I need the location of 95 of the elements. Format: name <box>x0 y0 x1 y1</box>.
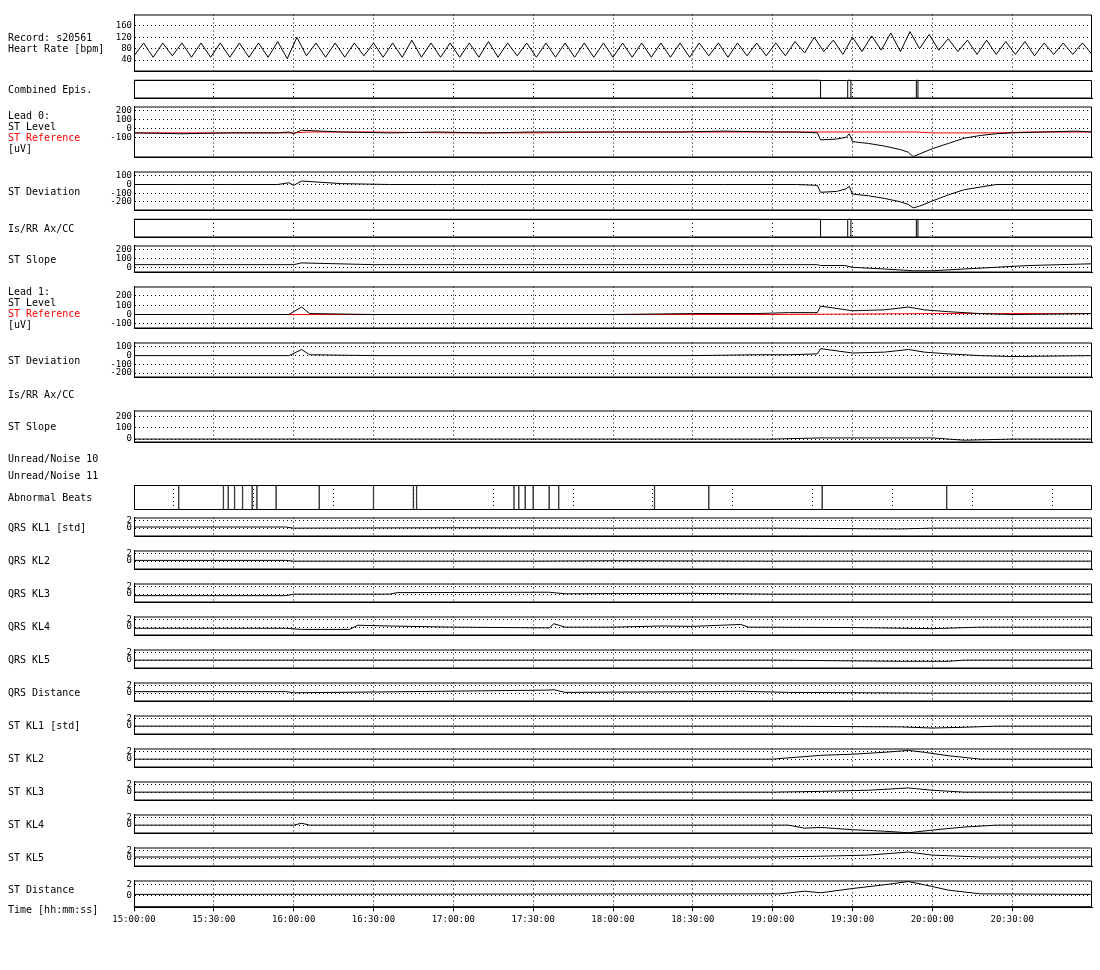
y-axis-title: ST KL4 <box>8 818 46 830</box>
y-tick-label: 100 <box>115 421 132 432</box>
x-tick-label: 17:30:00 <box>511 913 555 924</box>
y-tick-label: 100 <box>115 299 132 310</box>
text: Lead 0: <box>8 110 52 121</box>
y-tick-label: 0 <box>126 588 132 599</box>
y-tick-label: 0 <box>126 122 132 133</box>
y-axis-title: ST Slope <box>8 421 58 432</box>
y-tick-label: -100 <box>110 187 132 198</box>
y-tick-label: 0 <box>126 178 132 189</box>
y-axis-title: QRS KL1 [std] <box>8 521 88 533</box>
x-tick-label: 15:30:00 <box>192 913 236 924</box>
y-tick-label: 0 <box>126 654 132 665</box>
y-axis-title: Abnormal Beats <box>8 491 94 503</box>
y-tick-label: 2 <box>126 778 132 789</box>
y-axis-title: Heart Rate [bpm] <box>8 43 106 54</box>
x-tick-label: 16:30:00 <box>351 913 396 924</box>
y-tick-label: 0 <box>126 261 132 272</box>
y-tick-label: 2 <box>126 514 132 525</box>
y-tick-label: 2 <box>126 879 132 890</box>
y-tick-label: -100 <box>110 318 132 329</box>
x-tick-label: 20:30:00 <box>990 913 1034 924</box>
y-tick-label: 200 <box>115 290 132 301</box>
text: ST Level <box>8 121 58 132</box>
y-tick-label: 0 <box>126 433 132 444</box>
y-axis-title: QRS KL4 <box>8 620 52 632</box>
y-tick-label: 0 <box>126 889 132 900</box>
y-tick-label: 2 <box>126 547 132 558</box>
y-tick-label: 200 <box>115 105 132 116</box>
y-tick-label: 2 <box>126 679 132 690</box>
y-tick-label: 2 <box>126 580 132 591</box>
y-tick-label: 120 <box>115 31 132 42</box>
y-tick-label: 200 <box>115 244 132 255</box>
y-axis-title: Combined Epis. <box>8 83 94 95</box>
y-tick-label: 2 <box>126 613 132 624</box>
y-axis-title: ST Slope <box>8 253 58 265</box>
x-tick-label: 18:30:00 <box>671 913 715 924</box>
x-tick-label: 19:30:00 <box>830 913 875 924</box>
text: ST Level <box>8 296 58 308</box>
x-tick-label: 17:00:00 <box>431 913 476 924</box>
y-tick-label: -200 <box>110 196 132 207</box>
y-tick-label: 0 <box>126 753 132 764</box>
y-axis-title: [uV] <box>8 143 34 154</box>
y-axis-title: ST Distance <box>8 883 76 895</box>
x-tick-label: 16:00:00 <box>271 913 316 924</box>
text: Record: s20561 <box>8 32 94 43</box>
y-axis-title: ST KL5 <box>8 851 46 863</box>
y-tick-label: 0 <box>126 555 132 566</box>
y-tick-label: -100 <box>110 131 132 142</box>
x-tick-label: 18:00:00 <box>591 913 635 924</box>
y-tick-label: 0 <box>126 621 132 632</box>
y-tick-label: 2 <box>126 646 132 657</box>
y-tick-label: 0 <box>126 852 132 863</box>
y-axis-title: ST KL2 <box>8 752 46 764</box>
text: Unread/Noise 11 <box>8 469 100 481</box>
y-tick-label: 0 <box>126 308 132 319</box>
y-tick-label: 160 <box>115 20 132 31</box>
y-axis-title: QRS KL5 <box>8 653 52 665</box>
y-axis-title: QRS KL2 <box>8 554 52 566</box>
y-tick-label: 100 <box>115 341 132 352</box>
y-axis-title: QRS KL3 <box>8 587 52 599</box>
y-axis-title: ST Deviation <box>8 354 82 366</box>
x-tick-label: 19:00:00 <box>750 913 795 924</box>
y-tick-label: 200 <box>115 410 132 421</box>
text: Is/RR Ax/CC <box>8 388 76 400</box>
y-tick-label: 0 <box>126 522 132 533</box>
y-tick-label: 0 <box>126 720 132 731</box>
y-axis-title: Is/RR Ax/CC <box>8 222 76 234</box>
y-axis-title: ST KL3 <box>8 785 46 797</box>
y-tick-label: -200 <box>110 367 132 378</box>
y-axis-title: ST KL1 [std] <box>8 719 82 731</box>
x-tick-label: 20:00:00 <box>910 913 955 924</box>
y-tick-label: 40 <box>121 54 132 65</box>
y-tick-label: 2 <box>126 745 132 756</box>
y-tick-label: 2 <box>126 712 132 723</box>
y-tick-label: 0 <box>126 349 132 360</box>
y-tick-label: 100 <box>115 252 132 263</box>
y-axis-title: ST Deviation <box>8 185 82 197</box>
y-tick-label: 80 <box>121 43 132 54</box>
x-tick-label: 15:00:00 <box>112 913 156 924</box>
y-tick-label: 2 <box>126 811 132 822</box>
y-tick-label: 0 <box>126 819 132 830</box>
y-axis-title: [uV] <box>8 318 34 330</box>
y-tick-label: -100 <box>110 358 132 369</box>
text: Lead 1: <box>8 285 52 297</box>
y-axis-title: QRS Distance <box>8 686 82 698</box>
y-tick-label: 0 <box>126 687 132 698</box>
y-tick-label: 2 <box>126 844 132 855</box>
text: ST Reference <box>8 307 82 319</box>
y-tick-label: 100 <box>115 114 132 125</box>
text: Unread/Noise 10 <box>8 452 100 464</box>
y-tick-label: 100 <box>115 170 132 181</box>
y-tick-label: 0 <box>126 786 132 797</box>
text: ST Reference <box>8 132 82 143</box>
x-axis-title: Time [hh:mm:ss] <box>8 904 100 915</box>
